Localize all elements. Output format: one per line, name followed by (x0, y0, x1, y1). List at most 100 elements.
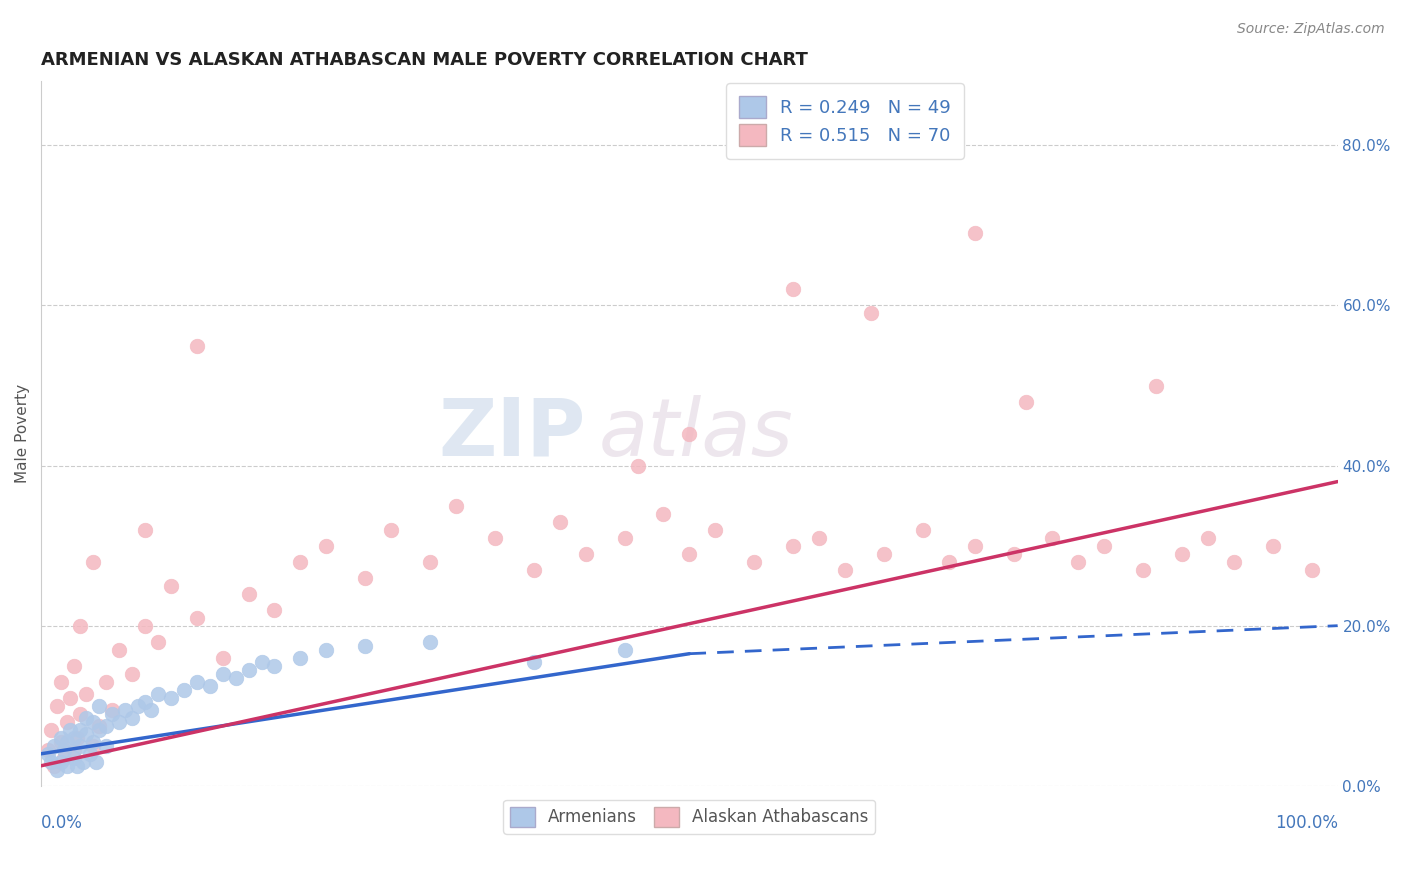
Point (419, 555, 441, 569)
Point (911, 523, 934, 537)
Point (1301, 563, 1323, 577)
Point (56, 714, 79, 729)
Point (198, 679, 221, 693)
Point (89, 723, 111, 737)
Point (42, 739, 65, 753)
Point (1223, 555, 1246, 569)
Point (45, 763, 67, 777)
Point (53, 751, 76, 765)
Point (1197, 531, 1219, 545)
Point (108, 714, 131, 729)
Point (69, 723, 91, 737)
Point (652, 507, 675, 521)
Point (225, 671, 247, 685)
Point (42, 758, 65, 772)
Point (159, 690, 181, 705)
Point (72, 755, 94, 769)
Point (444, 499, 467, 513)
Point (523, 655, 546, 669)
Point (1092, 539, 1115, 553)
Point (315, 539, 337, 553)
Point (354, 639, 377, 653)
Point (186, 674, 208, 689)
Point (94, 674, 117, 689)
Text: atlas: atlas (599, 394, 793, 473)
Point (49, 735, 72, 749)
Point (49, 731, 72, 745)
Point (37, 747, 59, 761)
Point (626, 458, 648, 473)
Point (121, 711, 143, 725)
Point (938, 555, 960, 569)
Point (484, 531, 506, 545)
Point (76, 687, 98, 701)
Point (94, 739, 117, 753)
Point (59, 690, 82, 705)
Point (121, 666, 143, 681)
Point (238, 663, 260, 677)
Point (37, 743, 59, 757)
Point (575, 547, 598, 561)
Point (1067, 555, 1090, 569)
Text: 100.0%: 100.0% (1275, 814, 1337, 832)
Point (873, 547, 896, 561)
Text: 0.0%: 0.0% (41, 814, 83, 832)
Point (76, 711, 98, 725)
Point (69, 618, 91, 632)
Point (82, 714, 104, 729)
Point (1144, 378, 1167, 392)
Point (211, 650, 233, 665)
Point (173, 682, 195, 697)
Point (49, 674, 72, 689)
Point (159, 579, 181, 593)
Point (290, 650, 312, 665)
Point (1002, 547, 1025, 561)
Point (62, 731, 84, 745)
Point (523, 563, 546, 577)
Point (66, 758, 89, 772)
Point (1015, 394, 1038, 409)
Point (134, 695, 156, 709)
Text: ARMENIAN VS ALASKAN ATHABASCAN MALE POVERTY CORRELATION CHART: ARMENIAN VS ALASKAN ATHABASCAN MALE POVE… (41, 51, 808, 69)
Point (134, 618, 156, 632)
Point (1042, 531, 1064, 545)
Point (859, 306, 882, 320)
Point (613, 642, 636, 657)
Point (76, 727, 98, 741)
Y-axis label: Male Poverty: Male Poverty (15, 384, 30, 483)
Point (742, 555, 765, 569)
Point (354, 571, 377, 585)
Point (56, 758, 79, 772)
Point (315, 642, 337, 657)
Point (211, 666, 233, 681)
Point (41, 755, 63, 769)
Point (1171, 547, 1194, 561)
Point (94, 719, 117, 733)
Point (82, 555, 104, 569)
Point (1261, 539, 1284, 553)
Point (45, 698, 67, 713)
Point (263, 658, 285, 673)
Text: ZIP: ZIP (439, 394, 586, 473)
Point (62, 743, 84, 757)
Point (963, 227, 986, 241)
Point (108, 642, 131, 657)
Point (1132, 563, 1154, 577)
Point (114, 703, 136, 717)
Point (101, 706, 124, 721)
Point (141, 703, 163, 717)
Point (963, 539, 986, 553)
Point (263, 602, 285, 616)
Point (59, 723, 82, 737)
Point (186, 610, 208, 624)
Point (127, 698, 149, 713)
Point (84, 755, 107, 769)
Point (79, 747, 101, 761)
Point (419, 634, 441, 648)
Point (62, 751, 84, 765)
Point (62, 658, 84, 673)
Point (834, 563, 856, 577)
Point (290, 555, 312, 569)
Point (56, 735, 79, 749)
Point (53, 743, 76, 757)
